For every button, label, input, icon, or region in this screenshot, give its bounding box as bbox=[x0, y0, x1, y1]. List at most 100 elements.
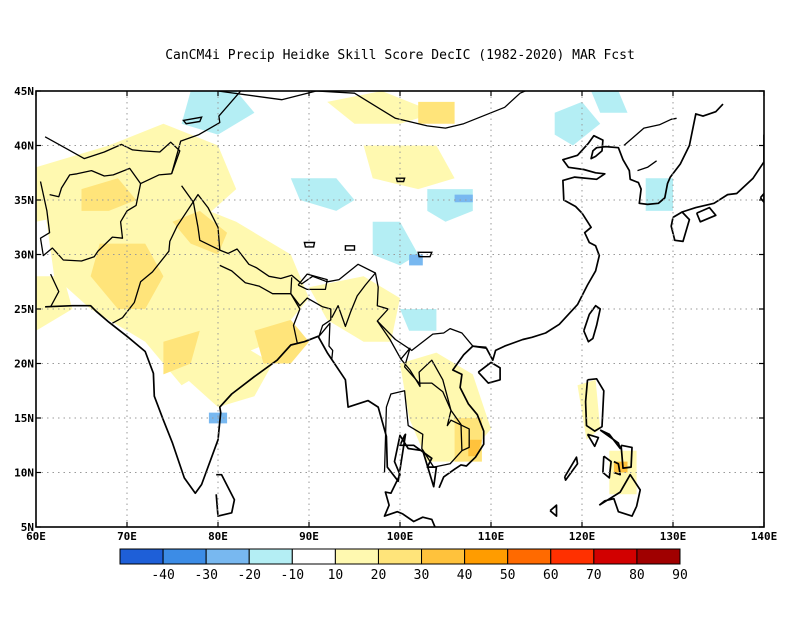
country-border-3 bbox=[112, 185, 221, 324]
coastline-15 bbox=[563, 456, 579, 481]
x-tick-label-140: 140E bbox=[751, 530, 778, 543]
colorbar-label-0: -40 bbox=[151, 568, 174, 583]
lake-2 bbox=[303, 241, 316, 248]
coastline-10 bbox=[599, 429, 622, 450]
coastline-11 bbox=[620, 444, 633, 469]
y-tick-label-25: 25N bbox=[14, 303, 34, 316]
country-border-6 bbox=[219, 248, 487, 352]
colorbar-swatch-8 bbox=[464, 548, 509, 565]
skill-region-3 bbox=[309, 276, 400, 342]
lake-3 bbox=[344, 245, 356, 251]
country-border-1 bbox=[39, 181, 142, 262]
skill-region-9 bbox=[81, 178, 137, 211]
country-border-9 bbox=[290, 293, 334, 360]
coastline-17 bbox=[549, 504, 558, 517]
skill-contours bbox=[36, 91, 673, 495]
coastline-1 bbox=[438, 103, 724, 489]
country-border-0 bbox=[49, 167, 172, 198]
coastline-16 bbox=[598, 473, 642, 517]
y-axis-ticks: 5N 10N 15N 20N 25N 30N 35N 40N 45N bbox=[14, 85, 764, 534]
country-border-11 bbox=[331, 272, 376, 328]
coastline-13 bbox=[613, 460, 622, 476]
country-border-12 bbox=[376, 320, 463, 473]
skill-region-10 bbox=[172, 210, 228, 255]
colorbar-label-6: 30 bbox=[414, 568, 430, 583]
colorbar-swatch-6 bbox=[377, 548, 423, 565]
coastline-9 bbox=[584, 377, 605, 432]
y-tick-label-20: 20N bbox=[14, 358, 34, 371]
colorbar-swatch-4 bbox=[291, 548, 336, 565]
skill-region-26 bbox=[645, 178, 673, 211]
skill-region-21 bbox=[290, 178, 355, 211]
coastline-12 bbox=[602, 455, 612, 479]
colorbar-swatch-12 bbox=[636, 548, 681, 565]
x-axis-ticks: 60E 70E 80E 90E 100E 110E 120E 130E 140E bbox=[26, 91, 777, 543]
colorbar-label-8: 50 bbox=[500, 568, 516, 583]
x-tick-label-60: 60E bbox=[26, 530, 46, 543]
skill-region-15 bbox=[468, 439, 482, 457]
y-tick-label-45: 45N bbox=[14, 85, 34, 98]
country-border-10 bbox=[290, 293, 301, 343]
skill-region-19 bbox=[613, 461, 628, 473]
x-tick-label-120: 120E bbox=[569, 530, 596, 543]
colorbar-label-10: 70 bbox=[586, 568, 602, 583]
colorbar-swatch-3 bbox=[248, 548, 293, 565]
country-border-2 bbox=[50, 273, 60, 308]
colorbar-label-4: 10 bbox=[328, 568, 344, 583]
colorbar: -40 -30 -20 -10 10 20 30 40 50 60 70 80 90 bbox=[119, 548, 688, 583]
lake-4 bbox=[417, 251, 433, 258]
x-tick-label-130: 130E bbox=[660, 530, 687, 543]
y-tick-label-15: 15N bbox=[14, 412, 34, 425]
lake-0 bbox=[182, 116, 203, 125]
colorbar-swatch-7 bbox=[421, 548, 466, 565]
y-tick-label-5: 5N bbox=[21, 521, 34, 534]
coastline-7 bbox=[695, 206, 717, 223]
coastline-4 bbox=[215, 473, 236, 517]
colorbar-swatch-0 bbox=[119, 548, 164, 565]
colorbar-label-3: -10 bbox=[281, 568, 304, 583]
country-border-16 bbox=[637, 160, 657, 172]
coastline-0 bbox=[45, 304, 438, 527]
skill-region-24 bbox=[400, 309, 437, 331]
country-border-13 bbox=[400, 358, 470, 452]
colorbar-swatch-10 bbox=[550, 548, 595, 565]
chart-title: CanCM4i Precip Heidke Skill Score DecIC … bbox=[165, 48, 635, 63]
skill-region-11 bbox=[254, 319, 309, 364]
y-tick-label-30: 30N bbox=[14, 249, 34, 262]
colorbar-label-9: 60 bbox=[543, 568, 559, 583]
country-border-14 bbox=[210, 91, 581, 129]
colorbar-label-7: 40 bbox=[457, 568, 473, 583]
x-tick-label-70: 70E bbox=[117, 530, 137, 543]
colorbar-label-2: -20 bbox=[237, 568, 260, 583]
country-border-8 bbox=[297, 273, 328, 291]
coastline-2 bbox=[582, 304, 602, 343]
y-tick-label-40: 40N bbox=[14, 140, 34, 153]
lake-1 bbox=[395, 177, 406, 183]
colorbar-swatch-1 bbox=[162, 548, 207, 565]
skill-region-27 bbox=[591, 91, 628, 113]
skill-region-6 bbox=[36, 276, 73, 331]
colorbar-swatch-5 bbox=[334, 548, 379, 565]
y-tick-label-10: 10N bbox=[14, 467, 34, 480]
colorbar-swatch-11 bbox=[593, 548, 638, 565]
skill-region-7 bbox=[363, 145, 455, 190]
skill-region-25 bbox=[554, 101, 601, 146]
x-tick-label-90: 90E bbox=[299, 530, 319, 543]
x-tick-label-100: 100E bbox=[387, 530, 414, 543]
colorbar-label-12: 90 bbox=[672, 568, 688, 583]
skill-region-17 bbox=[577, 379, 601, 440]
coastline-8 bbox=[759, 192, 764, 204]
colorbar-label-11: 80 bbox=[629, 568, 645, 583]
skill-region-30 bbox=[454, 194, 473, 203]
country-border-5 bbox=[170, 91, 242, 174]
x-tick-label-80: 80E bbox=[208, 530, 228, 543]
coastline-6 bbox=[681, 134, 764, 213]
skill-region-8 bbox=[90, 243, 164, 309]
skill-region-22 bbox=[372, 221, 419, 266]
coastlines bbox=[39, 91, 764, 527]
skill-region-20 bbox=[181, 91, 255, 135]
coastline-3 bbox=[477, 361, 501, 384]
skill-region-5 bbox=[327, 91, 437, 124]
colorbar-label-1: -30 bbox=[194, 568, 217, 583]
